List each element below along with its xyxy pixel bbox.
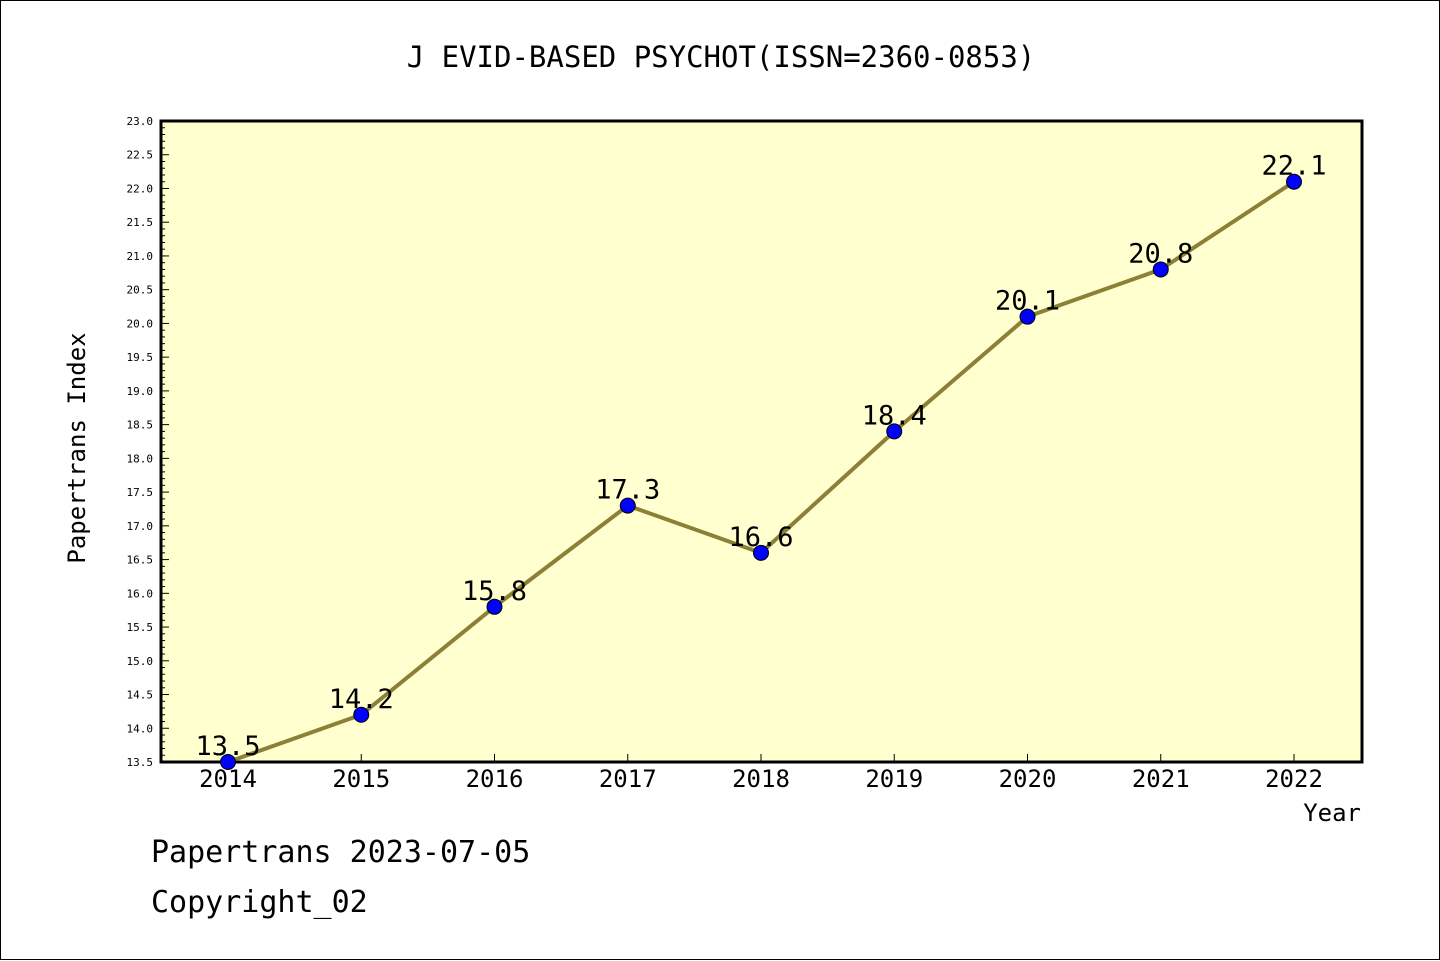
y-tick-label: 17.5 [127, 486, 154, 499]
x-tick-label: 2021 [1132, 765, 1190, 793]
y-tick-label: 15.5 [127, 621, 154, 634]
x-tick-label: 2018 [732, 765, 790, 793]
data-point [1019, 308, 1036, 325]
y-tick-label: 13.5 [127, 756, 154, 769]
y-tick-label: 14.5 [127, 689, 154, 702]
data-label: 16.6 [728, 522, 793, 553]
y-tick-label: 18.5 [127, 419, 154, 432]
y-tick-label: 15.0 [127, 655, 154, 668]
data-markers [220, 173, 1302, 770]
data-label: 14.2 [329, 684, 394, 715]
chart-title: J EVID-BASED PSYCHOT(ISSN=2360-0853) [407, 40, 1036, 74]
y-tick-label: 18.0 [127, 452, 154, 465]
data-point [486, 598, 503, 615]
y-axis-label: Papertrans Index [63, 332, 91, 563]
y-tick-label: 20.0 [127, 317, 154, 330]
y-tick-label: 17.0 [127, 520, 154, 533]
data-label: 13.5 [195, 731, 260, 762]
y-tick-label: 21.0 [127, 250, 154, 263]
data-point [619, 497, 636, 514]
data-point [1286, 173, 1302, 190]
data-label: 18.4 [862, 400, 927, 431]
x-axis-label: Year [1303, 799, 1361, 827]
x-tick-label: 2019 [865, 765, 923, 793]
data-label: 20.1 [995, 286, 1060, 317]
data-label: 15.8 [462, 576, 527, 607]
data-point [886, 423, 903, 440]
x-tick-label: 2017 [599, 765, 657, 793]
data-label: 22.1 [1261, 151, 1326, 182]
x-tick-label: 2020 [999, 765, 1057, 793]
data-point [220, 754, 236, 770]
y-tick-label: 22.5 [127, 149, 154, 162]
y-axis-ticks: 13.5 14.0 14.5 15.0 15.5 16.0 16.5 17.0 17.5 18.0… [127, 115, 169, 769]
data-label: 17.3 [595, 475, 660, 506]
data-labels: 13.5 14.2 15.8 17.3 16.6 18.4 20.1 20.8 22.1 [195, 151, 1326, 762]
x-tick-label: 2016 [466, 765, 524, 793]
footer-date: Papertrans 2023-07-05 [151, 835, 531, 870]
data-label: 20.8 [1128, 238, 1193, 269]
y-tick-label: 23.0 [127, 115, 154, 128]
y-tick-label: 16.5 [127, 554, 154, 567]
y-tick-label: 19.0 [127, 385, 154, 398]
data-point [753, 544, 769, 561]
data-point [353, 706, 370, 723]
plot-area [159, 119, 1364, 764]
y-tick-label: 19.5 [127, 351, 154, 364]
y-tick-label: 21.5 [127, 216, 154, 229]
y-tick-label: 16.0 [127, 587, 154, 600]
x-tick-label: 2022 [1265, 765, 1323, 793]
footer-copyright: Copyright_02 [151, 885, 368, 920]
y-tick-label: 20.5 [127, 284, 154, 297]
y-tick-label: 14.0 [127, 722, 154, 735]
y-tick-label: 22.0 [127, 182, 154, 195]
data-point [1152, 261, 1169, 278]
x-tick-label: 2015 [332, 765, 390, 793]
